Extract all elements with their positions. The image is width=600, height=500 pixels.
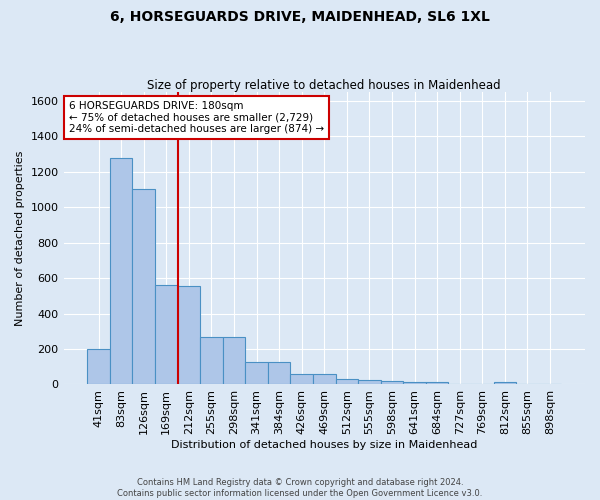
- Text: 6 HORSEGUARDS DRIVE: 180sqm
← 75% of detached houses are smaller (2,729)
24% of : 6 HORSEGUARDS DRIVE: 180sqm ← 75% of det…: [69, 101, 324, 134]
- Bar: [245, 362, 268, 384]
- Bar: [358, 380, 381, 384]
- Bar: [290, 374, 313, 384]
- Bar: [110, 158, 133, 384]
- X-axis label: Distribution of detached houses by size in Maidenhead: Distribution of detached houses by size …: [171, 440, 478, 450]
- Bar: [494, 382, 516, 384]
- Bar: [200, 338, 223, 384]
- Y-axis label: Number of detached properties: Number of detached properties: [15, 150, 25, 326]
- Text: 6, HORSEGUARDS DRIVE, MAIDENHEAD, SL6 1XL: 6, HORSEGUARDS DRIVE, MAIDENHEAD, SL6 1X…: [110, 10, 490, 24]
- Bar: [268, 362, 290, 384]
- Text: Contains HM Land Registry data © Crown copyright and database right 2024.
Contai: Contains HM Land Registry data © Crown c…: [118, 478, 482, 498]
- Bar: [155, 285, 178, 384]
- Bar: [381, 381, 403, 384]
- Bar: [223, 338, 245, 384]
- Bar: [403, 382, 426, 384]
- Bar: [426, 382, 448, 384]
- Bar: [87, 349, 110, 384]
- Bar: [178, 286, 200, 384]
- Bar: [335, 379, 358, 384]
- Bar: [313, 374, 335, 384]
- Bar: [133, 190, 155, 384]
- Title: Size of property relative to detached houses in Maidenhead: Size of property relative to detached ho…: [148, 79, 501, 92]
